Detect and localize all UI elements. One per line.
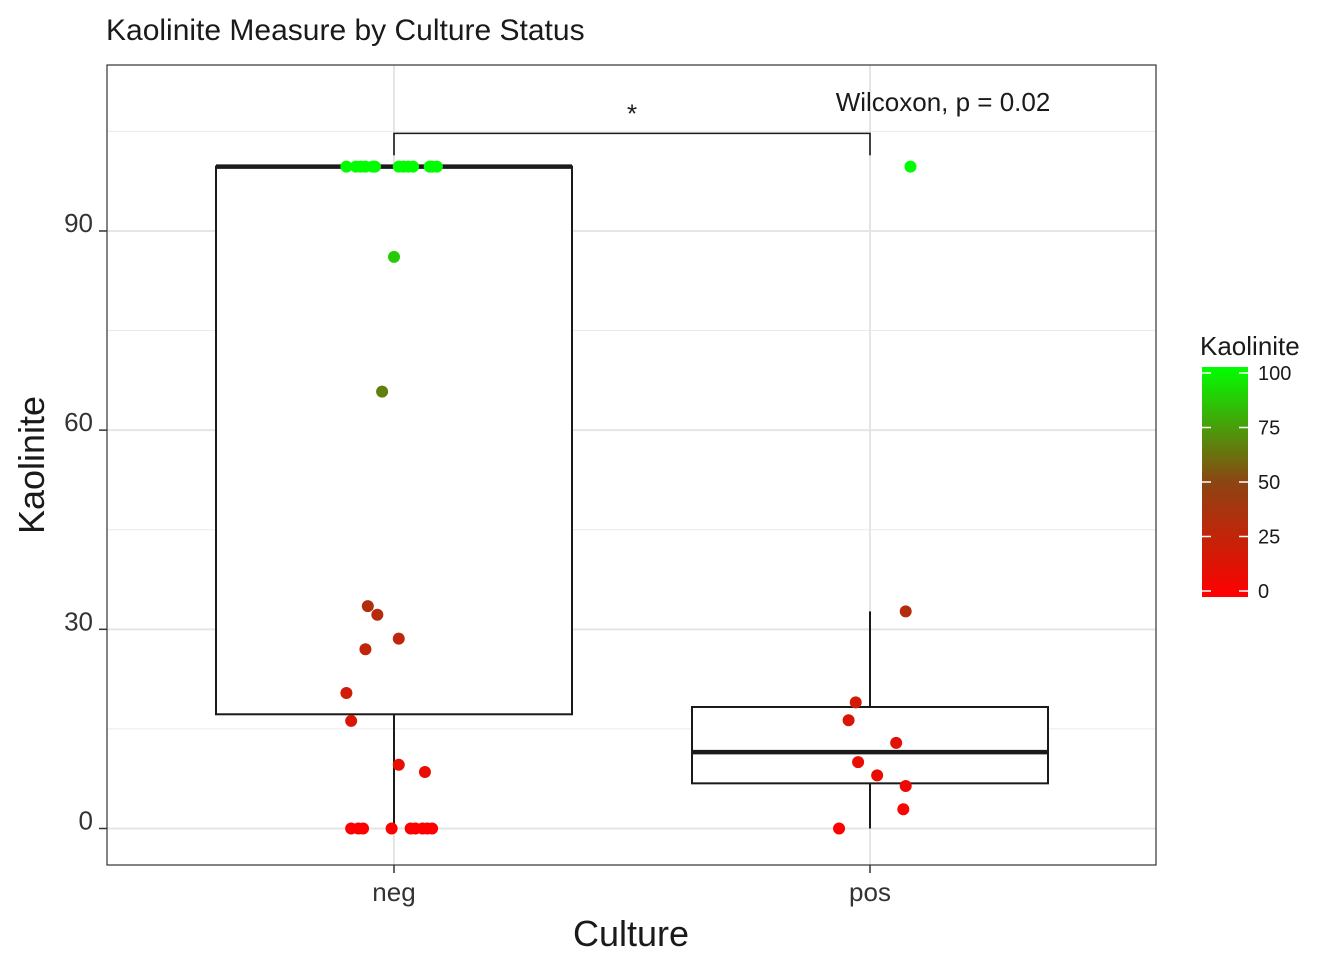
- y-tick-label: 30: [64, 606, 93, 636]
- data-point: [897, 803, 910, 816]
- axes: 0 30 60 90 neg pos: [64, 208, 891, 907]
- data-point: [361, 600, 374, 613]
- y-tick-label: 90: [64, 208, 93, 238]
- data-point: [345, 714, 358, 727]
- data-point: [368, 160, 381, 173]
- data-point: [899, 779, 912, 792]
- box-iqr: [215, 165, 573, 716]
- data-point: [890, 736, 903, 749]
- x-tick-label: neg: [372, 877, 415, 907]
- data-point: [340, 687, 353, 700]
- legend-tick-label: 100: [1258, 363, 1291, 385]
- data-point: [359, 643, 372, 656]
- data-point: [385, 822, 398, 835]
- significance-label: *: [627, 98, 637, 128]
- data-point: [849, 696, 862, 709]
- data-points: [340, 160, 917, 835]
- data-point: [852, 756, 865, 769]
- box-pos: [691, 611, 1049, 829]
- significance-bracket: *: [393, 98, 871, 156]
- x-axis-title: Culture: [573, 913, 689, 954]
- chart-title: Kaolinite Measure by Culture Status: [106, 14, 585, 47]
- data-point: [842, 714, 855, 727]
- plot-panel-border: [106, 64, 1157, 866]
- data-point: [388, 250, 400, 263]
- data-point: [392, 632, 405, 645]
- legend-tick-label: 0: [1258, 581, 1269, 603]
- data-point: [430, 160, 443, 173]
- data-point: [426, 822, 439, 835]
- data-point: [376, 385, 389, 398]
- bracket-line: [393, 132, 871, 156]
- data-point: [340, 160, 353, 173]
- data-point: [357, 822, 370, 835]
- legend-tick-label: 25: [1258, 527, 1280, 549]
- wilcoxon-annotation: Wilcoxon, p = 0.02: [836, 87, 1051, 117]
- data-point: [392, 758, 405, 771]
- box-iqr: [691, 705, 1049, 785]
- data-point: [833, 822, 846, 835]
- data-point: [904, 160, 917, 173]
- data-point: [871, 769, 884, 782]
- x-tick-label: pos: [849, 877, 891, 907]
- data-point: [407, 160, 420, 173]
- data-point: [899, 605, 912, 618]
- legend-title: Kaolinite: [1200, 331, 1300, 361]
- data-point: [371, 608, 384, 621]
- legend-tick-label: 75: [1258, 418, 1280, 440]
- color-legend: Kaolinite 0 25 50 75 100: [1200, 331, 1300, 603]
- y-axis-title: Kaolinite: [11, 396, 52, 534]
- legend-tick-label: 50: [1258, 472, 1280, 494]
- data-point: [418, 766, 431, 779]
- y-tick-label: 0: [79, 805, 93, 835]
- y-tick-label: 60: [64, 407, 93, 437]
